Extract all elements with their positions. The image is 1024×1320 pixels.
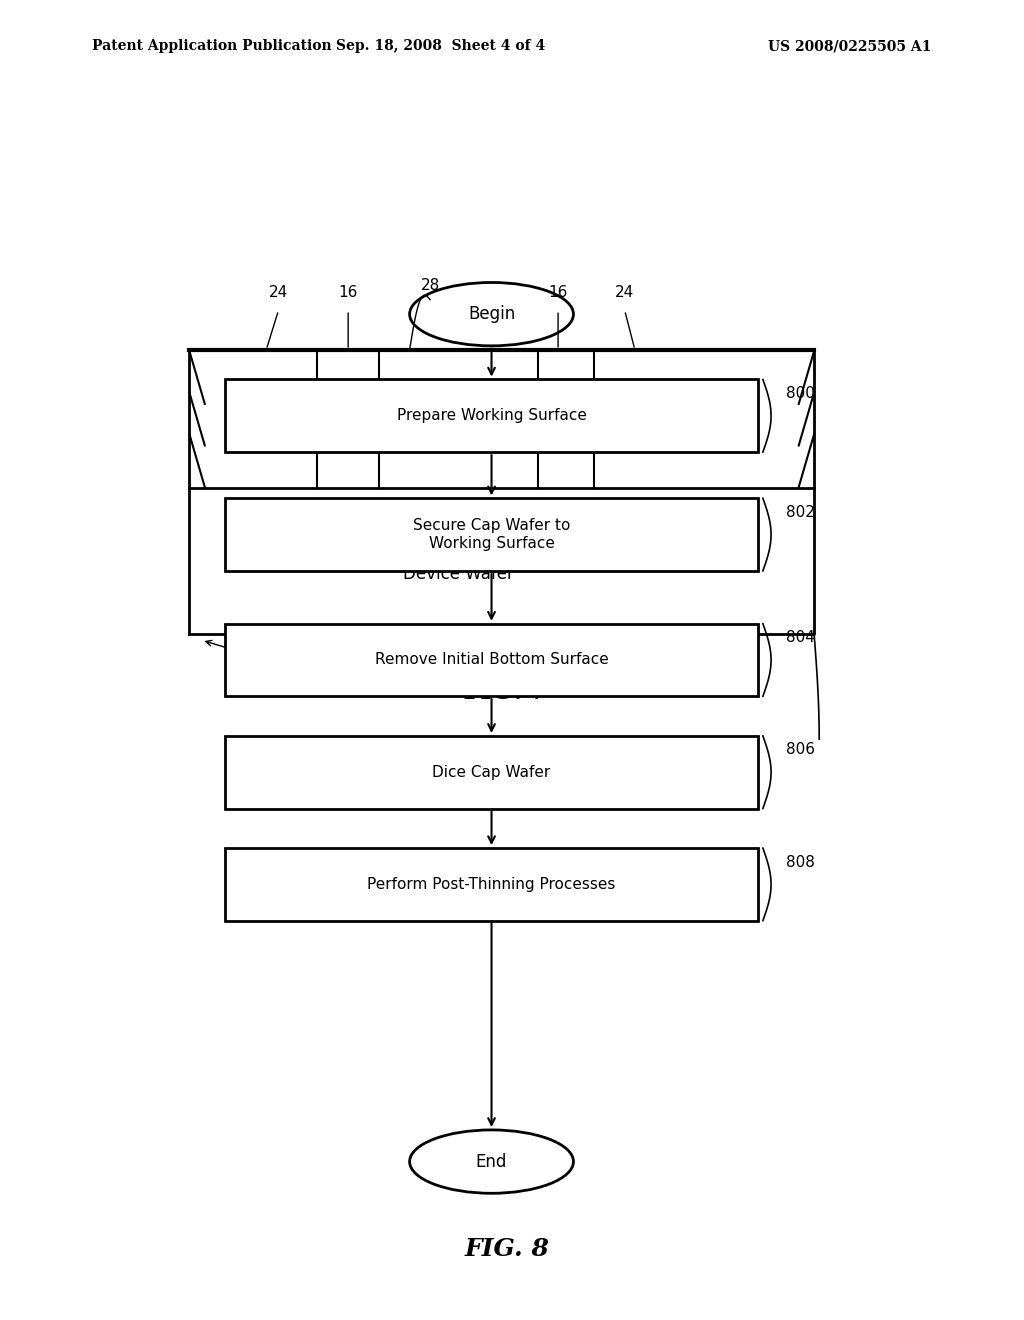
Text: 16: 16: [549, 285, 567, 300]
Text: cap: cap: [250, 412, 278, 426]
Text: FIG. 8: FIG. 8: [465, 1237, 549, 1261]
Text: 20: 20: [449, 533, 468, 549]
Text: 28: 28: [421, 279, 439, 293]
Text: Perform Post-Thinning Processes: Perform Post-Thinning Processes: [368, 876, 615, 892]
Text: 804: 804: [786, 631, 815, 645]
Text: US 2008/0225505 A1: US 2008/0225505 A1: [768, 40, 932, 53]
Text: 11: 11: [604, 673, 624, 688]
FancyBboxPatch shape: [225, 379, 758, 451]
Text: Begin: Begin: [468, 305, 515, 323]
FancyBboxPatch shape: [225, 849, 758, 921]
Text: 24: 24: [269, 285, 288, 300]
Text: 16: 16: [339, 285, 357, 300]
Text: cap: cap: [680, 412, 708, 426]
Text: Patent Application Publication: Patent Application Publication: [92, 40, 332, 53]
Text: 808: 808: [786, 855, 815, 870]
Text: 802: 802: [786, 506, 815, 520]
Text: Device Wafer: Device Wafer: [402, 565, 514, 583]
FancyBboxPatch shape: [225, 624, 758, 697]
Text: 14: 14: [262, 676, 282, 690]
Text: Sep. 18, 2008  Sheet 4 of 4: Sep. 18, 2008 Sheet 4 of 4: [336, 40, 545, 53]
Text: 24: 24: [615, 285, 634, 300]
Text: 806: 806: [786, 742, 815, 758]
Text: FIG. 7: FIG. 7: [465, 680, 549, 704]
FancyBboxPatch shape: [225, 737, 758, 808]
Text: Secure Cap Wafer to
Working Surface: Secure Cap Wafer to Working Surface: [413, 519, 570, 550]
Text: 24: 24: [447, 411, 469, 428]
Text: End: End: [476, 1152, 507, 1171]
Text: Prepare Working Surface: Prepare Working Surface: [396, 408, 587, 424]
Text: Remove Initial Bottom Surface: Remove Initial Bottom Surface: [375, 652, 608, 668]
Text: Dice Cap Wafer: Dice Cap Wafer: [432, 764, 551, 780]
FancyBboxPatch shape: [225, 498, 758, 570]
Text: 800: 800: [786, 385, 815, 401]
